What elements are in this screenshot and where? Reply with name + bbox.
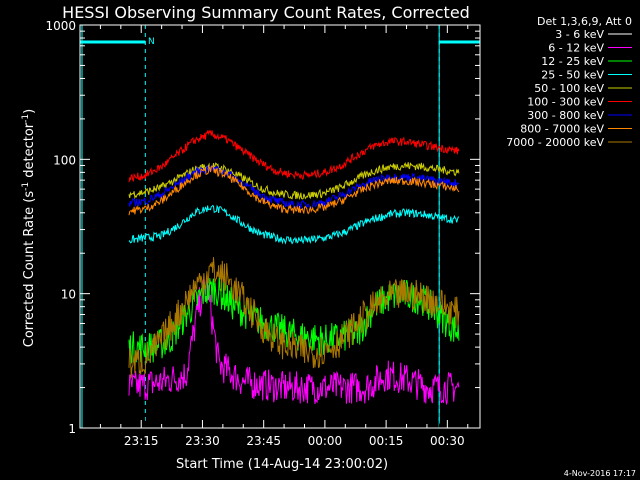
series-line-3 (128, 204, 460, 245)
x-tick-label-4: 00:15 (369, 434, 404, 448)
x-tick-label-3: 00:00 (308, 434, 343, 448)
y-axis-label-sup2: -1 (21, 114, 31, 123)
night-indicators (80, 25, 480, 428)
series-line-1 (128, 276, 460, 406)
y-tick-label-2: 100 (53, 153, 76, 167)
y-tick-label-0: 1 (68, 422, 76, 436)
y-tick-label-3: 1000 (45, 19, 76, 33)
series-line-4 (128, 162, 460, 201)
y-axis-label-mid: detector (22, 122, 37, 182)
axes: 23:15 23:30 23:45 00:00 00:15 00:30 1 10 100 1000 (45, 19, 481, 448)
series-line-8 (128, 257, 460, 378)
series-line-0 (128, 392, 459, 430)
legend-label-2: 12 - 25 keV (541, 55, 604, 68)
chart-title: HESSI Observing Summary Count Rates, Cor… (62, 3, 470, 22)
legend-label-6: 300 - 800 keV (527, 109, 604, 122)
x-tick-label-2: 23:45 (246, 434, 281, 448)
y-axis-label-end: ) (22, 109, 37, 114)
legend-label-8: 7000 - 20000 keV (506, 136, 604, 149)
series-lines (128, 129, 460, 430)
x-axis-label: Start Time (14-Aug-14 23:00:02) (176, 457, 388, 472)
legend-label-0: 3 - 6 keV (555, 28, 604, 41)
y-axis-label-sup1: -1 (21, 182, 31, 191)
x-tick-label-1: 23:30 (185, 434, 220, 448)
legend-label-7: 800 - 7000 keV (520, 123, 604, 136)
y-axis-label-main: Corrected Count Rate (s (22, 191, 37, 348)
series-line-5 (128, 129, 460, 183)
legend-header: Det 1,3,6,9, Att 0 (537, 15, 632, 28)
legend-label-4: 50 - 100 keV (534, 82, 604, 95)
y-axis-label: Corrected Count Rate (s-1 detector-1) (21, 109, 37, 347)
x-tick-label-5: 00:30 (430, 434, 465, 448)
series-line-2 (128, 276, 460, 365)
y-tick-label-1: 10 (61, 288, 76, 302)
night-annotation: N (148, 37, 155, 47)
x-tick-label-0: 23:15 (124, 434, 159, 448)
plot-frame (79, 24, 481, 429)
timestamp: 4-Nov-2016 17:17 (564, 469, 636, 478)
legend-label-5: 100 - 300 keV (527, 96, 604, 109)
legend-label-3: 25 - 50 keV (541, 69, 604, 82)
series-line-7 (128, 165, 460, 216)
legend-label-1: 6 - 12 keV (548, 42, 604, 55)
